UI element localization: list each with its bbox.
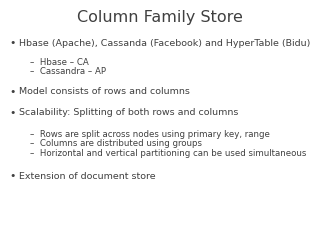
Text: Scalability: Splitting of both rows and columns: Scalability: Splitting of both rows and … xyxy=(19,108,239,117)
Text: –  Cassandra – AP: – Cassandra – AP xyxy=(30,67,106,77)
Text: Column Family Store: Column Family Store xyxy=(77,10,243,25)
Text: •: • xyxy=(10,171,16,181)
Text: •: • xyxy=(10,87,16,97)
Text: Extension of document store: Extension of document store xyxy=(19,172,156,181)
Text: –  Hbase – CA: – Hbase – CA xyxy=(30,58,89,67)
Text: Model consists of rows and columns: Model consists of rows and columns xyxy=(19,87,190,96)
Text: Hbase (Apache), Cassanda (Facebook) and HyperTable (Bidu): Hbase (Apache), Cassanda (Facebook) and … xyxy=(19,39,311,48)
Text: –  Columns are distributed using groups: – Columns are distributed using groups xyxy=(30,139,203,149)
Text: –  Horizontal and vertical partitioning can be used simultaneous: – Horizontal and vertical partitioning c… xyxy=(30,149,307,158)
Text: –  Rows are split across nodes using primary key, range: – Rows are split across nodes using prim… xyxy=(30,130,270,139)
Text: •: • xyxy=(10,38,16,48)
Text: •: • xyxy=(10,108,16,118)
